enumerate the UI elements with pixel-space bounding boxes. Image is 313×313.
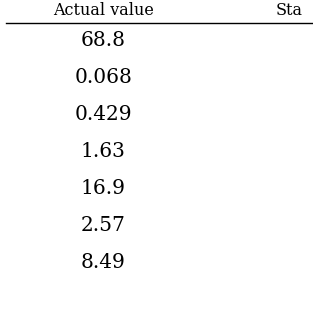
Text: 8.49: 8.49: [81, 253, 126, 272]
Text: 16.9: 16.9: [81, 179, 126, 198]
Text: 2.57: 2.57: [81, 216, 126, 235]
Text: Sta: Sta: [275, 3, 302, 19]
Text: 0.429: 0.429: [74, 105, 132, 124]
Text: 0.068: 0.068: [74, 68, 132, 87]
Text: Actual value: Actual value: [53, 3, 154, 19]
Text: 68.8: 68.8: [81, 31, 126, 50]
Text: 1.63: 1.63: [81, 142, 126, 161]
